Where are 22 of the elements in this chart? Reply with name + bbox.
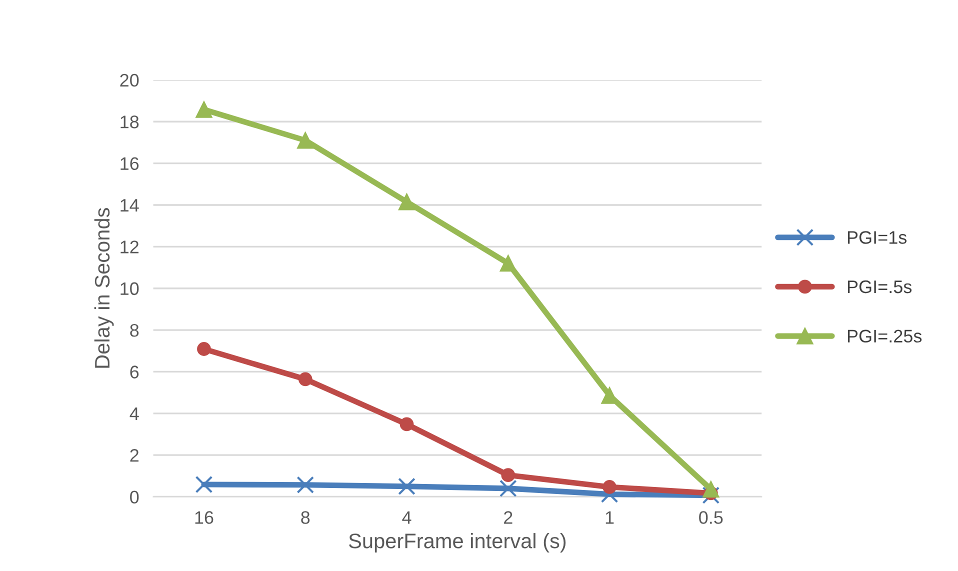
- y-tick-label: 14: [120, 199, 139, 212]
- x-tick-label: 2: [504, 511, 512, 524]
- legend-label: PGI=.25s: [848, 330, 922, 343]
- y-tick-label: 12: [120, 240, 138, 254]
- x-axis-title: SuperFrame interval (s): [348, 533, 566, 552]
- y-tick-label: 4: [130, 408, 139, 420]
- y-tick-label: 0: [130, 490, 139, 504]
- y-tick-label: 16: [120, 157, 139, 170]
- y-tick-label: 20: [120, 74, 139, 87]
- x-tick-label: 16: [195, 511, 214, 524]
- y-tick-label: 18: [120, 116, 139, 128]
- x-tick-label: 0.5: [699, 511, 723, 524]
- y-axis-title: Delay in Seconds: [94, 208, 114, 368]
- y-tick-label: 6: [130, 366, 139, 378]
- y-tick-label: 8: [130, 324, 139, 337]
- y-tick-label: 2: [130, 449, 138, 462]
- x-tick-label: 8: [301, 511, 310, 524]
- y-tick-label: 10: [120, 282, 139, 296]
- x-tick-label: 4: [402, 511, 412, 524]
- x-tick-label: 1: [606, 511, 614, 524]
- legend-label: PGI=1s: [848, 231, 907, 244]
- legend-label: PGI=.5s: [848, 280, 912, 294]
